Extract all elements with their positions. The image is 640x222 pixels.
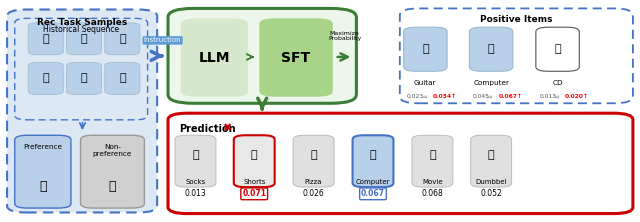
- FancyBboxPatch shape: [404, 27, 447, 71]
- FancyBboxPatch shape: [15, 135, 71, 208]
- FancyBboxPatch shape: [28, 23, 63, 55]
- FancyBboxPatch shape: [7, 10, 157, 212]
- Text: 🖥: 🖥: [370, 150, 376, 160]
- Text: Pizza: Pizza: [305, 179, 323, 185]
- FancyBboxPatch shape: [15, 18, 148, 120]
- FancyBboxPatch shape: [180, 18, 248, 97]
- Text: 👟: 👟: [81, 34, 87, 44]
- FancyBboxPatch shape: [67, 62, 102, 94]
- Text: LLM: LLM: [198, 50, 230, 65]
- FancyBboxPatch shape: [293, 135, 334, 187]
- Text: CD: CD: [552, 80, 563, 86]
- Text: 🎬: 🎬: [429, 150, 436, 160]
- Text: 🖥: 🖥: [488, 44, 495, 54]
- Text: Historical Sequence: Historical Sequence: [43, 25, 119, 34]
- Text: Computer: Computer: [473, 80, 509, 86]
- Text: 🍕: 🍕: [310, 150, 317, 160]
- Text: 0.067↑: 0.067↑: [499, 94, 523, 99]
- Text: 0.071: 0.071: [242, 189, 266, 198]
- Text: 0.013: 0.013: [540, 94, 556, 99]
- FancyBboxPatch shape: [353, 135, 394, 187]
- Text: ✖: ✖: [222, 123, 232, 133]
- Text: Socks: Socks: [186, 179, 205, 185]
- Text: 🏋: 🏋: [488, 150, 495, 160]
- Text: 0.013: 0.013: [184, 189, 206, 198]
- FancyBboxPatch shape: [536, 27, 579, 71]
- Text: Preference: Preference: [23, 144, 62, 150]
- Text: Rec Task Samples: Rec Task Samples: [37, 18, 127, 27]
- FancyBboxPatch shape: [259, 18, 333, 97]
- Text: 0.068: 0.068: [422, 189, 444, 198]
- FancyBboxPatch shape: [234, 135, 275, 187]
- Text: Computer: Computer: [356, 179, 390, 185]
- Text: ⇒: ⇒: [421, 94, 427, 100]
- Text: 👍: 👍: [39, 180, 47, 192]
- FancyBboxPatch shape: [412, 135, 453, 187]
- FancyBboxPatch shape: [105, 23, 140, 55]
- Text: 🩲: 🩲: [251, 150, 257, 160]
- FancyBboxPatch shape: [105, 62, 140, 94]
- FancyBboxPatch shape: [469, 27, 513, 71]
- Text: 🍵: 🍵: [119, 73, 125, 83]
- FancyBboxPatch shape: [470, 135, 511, 187]
- Text: 0.023: 0.023: [407, 94, 424, 99]
- Text: Positive Items: Positive Items: [480, 15, 552, 24]
- Text: 0.045: 0.045: [473, 94, 490, 99]
- Text: 0.026: 0.026: [303, 189, 324, 198]
- Text: 0.020↑: 0.020↑: [565, 94, 589, 99]
- FancyBboxPatch shape: [175, 135, 216, 187]
- Text: 🎸: 🎸: [42, 34, 49, 44]
- Text: ⇒: ⇒: [554, 94, 559, 100]
- Text: Guitar: Guitar: [414, 80, 436, 86]
- FancyBboxPatch shape: [400, 8, 633, 103]
- Text: 💿: 💿: [119, 34, 125, 44]
- Text: 🧦: 🧦: [192, 150, 199, 160]
- Text: Shorts: Shorts: [243, 179, 266, 185]
- FancyBboxPatch shape: [28, 62, 63, 94]
- Text: 🎸: 🎸: [422, 44, 429, 54]
- Text: 0.034↑: 0.034↑: [433, 94, 457, 99]
- FancyBboxPatch shape: [67, 23, 102, 55]
- Text: 0.067: 0.067: [361, 189, 385, 198]
- Text: Dumbbel: Dumbbel: [476, 179, 507, 185]
- Text: Non-
preference: Non- preference: [93, 144, 132, 157]
- Text: Maximize
Probability: Maximize Probability: [328, 31, 361, 41]
- FancyBboxPatch shape: [168, 8, 356, 103]
- Text: Prediction: Prediction: [179, 124, 236, 134]
- Text: 0.052: 0.052: [480, 189, 502, 198]
- Text: Movie: Movie: [422, 179, 443, 185]
- FancyBboxPatch shape: [168, 113, 633, 214]
- Text: 👕: 👕: [42, 73, 49, 83]
- Text: ⇒: ⇒: [487, 94, 493, 100]
- Text: 📱: 📱: [81, 73, 87, 83]
- Text: SFT: SFT: [282, 50, 310, 65]
- Text: 💿: 💿: [554, 44, 561, 54]
- Text: 👎: 👎: [109, 180, 116, 192]
- Text: Instruction: Instruction: [144, 37, 181, 44]
- FancyBboxPatch shape: [81, 135, 145, 208]
